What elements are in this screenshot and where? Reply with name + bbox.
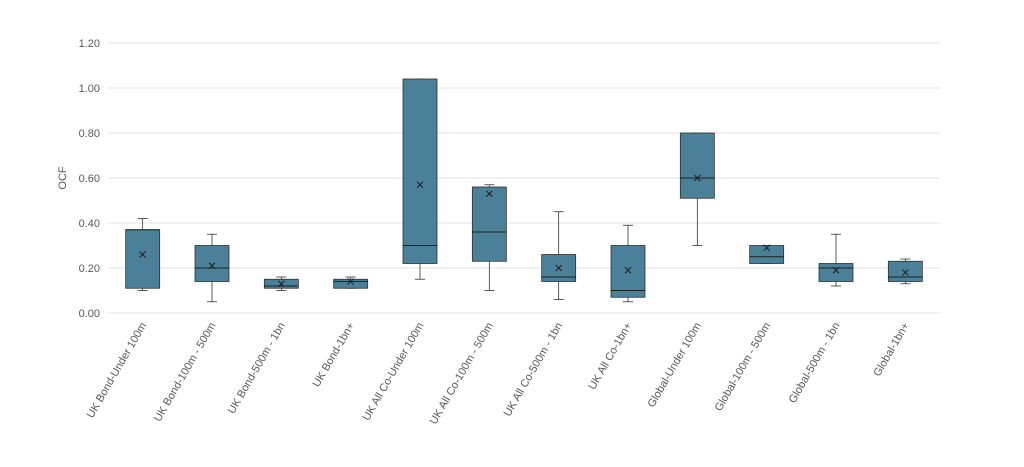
x-category-label: Global-500m - 1bn — [787, 321, 843, 406]
mean-marker — [139, 251, 147, 258]
mean-marker — [277, 280, 285, 288]
box-12 — [887, 258, 923, 285]
mean-marker — [832, 266, 840, 274]
y-tick-label: 0.20 — [79, 263, 100, 275]
mean-marker — [555, 264, 563, 272]
mean-marker-stroke — [901, 269, 909, 276]
x-axis-category-labels: UK Bond-Under 100m UK Bond-100m - 500m UK … — [85, 321, 912, 427]
mean-marker — [208, 262, 216, 270]
box-4 — [333, 276, 369, 289]
y-axis-title: OCF — [57, 166, 69, 190]
mean-marker-stroke — [693, 174, 701, 182]
mean-marker — [624, 266, 632, 274]
y-tick-label: 0.80 — [79, 128, 100, 140]
box-2 — [194, 233, 230, 303]
x-category-label: Global-1bn+ — [871, 321, 912, 379]
box-10 — [749, 244, 785, 264]
x-category-label: UK Bond-100m - 500m — [152, 321, 219, 424]
x-category-label: UK All Co-500m - 1bn — [502, 321, 566, 419]
y-tick-label: 1.20 — [79, 38, 100, 50]
mean-marker-stroke — [347, 278, 355, 285]
box-iqr — [471, 186, 507, 262]
box-series — [125, 78, 923, 303]
x-category-label: UK All Co-100m - 500m — [428, 321, 496, 427]
x-category-label: UK Bond-1bn+ — [311, 321, 358, 390]
box-8 — [610, 224, 646, 303]
y-tick-label: 0.60 — [79, 173, 100, 185]
box-9 — [679, 132, 715, 246]
x-category-label: UK Bond-500m - 1bn — [226, 321, 288, 416]
x-category-label: Global-100m - 500m — [713, 321, 774, 414]
box-iqr — [333, 278, 369, 289]
x-category-label: UK All Co-1bn+ — [586, 321, 634, 392]
y-axis-ticks: 0.00 0.20 0.40 0.60 0.80 1.00 1.20 — [79, 38, 100, 320]
box-iqr — [749, 245, 785, 264]
box-iqr — [818, 263, 854, 282]
mean-marker — [416, 181, 424, 189]
mean-marker-stroke — [277, 280, 285, 288]
box-iqr — [610, 245, 646, 298]
mean-marker-stroke — [139, 251, 147, 258]
box-iqr — [194, 245, 230, 282]
x-category-label: UK All Co-Under 100m — [361, 321, 427, 423]
mean-marker — [901, 269, 909, 276]
box-iqr — [125, 229, 161, 289]
box-7 — [541, 211, 577, 300]
y-tick-label: 1.00 — [79, 83, 100, 95]
mean-marker — [347, 278, 355, 285]
box-iqr — [679, 132, 715, 199]
y-tick-label: 0.00 — [79, 308, 100, 320]
mean-marker — [693, 174, 701, 182]
x-category-label: UK Bond-Under 100m — [85, 321, 150, 421]
box-1 — [125, 218, 161, 291]
box-11 — [818, 233, 854, 287]
box-6 — [471, 184, 507, 291]
mean-marker-stroke — [208, 262, 216, 270]
mean-marker-stroke — [555, 264, 563, 272]
mean-marker — [485, 190, 493, 198]
mean-marker-stroke — [832, 266, 840, 274]
x-category-label: Global-Under 100m — [646, 321, 704, 410]
box-3 — [263, 276, 299, 291]
gridlines — [108, 42, 940, 314]
mean-marker-stroke — [485, 190, 493, 198]
box-5 — [402, 78, 438, 280]
mean-marker — [763, 244, 771, 252]
mean-marker-stroke — [624, 266, 632, 274]
y-tick-label: 0.40 — [79, 218, 100, 230]
box-iqr — [887, 260, 923, 282]
box-iqr — [402, 78, 438, 264]
mean-marker-stroke — [763, 244, 771, 252]
mean-marker-stroke — [416, 181, 424, 189]
